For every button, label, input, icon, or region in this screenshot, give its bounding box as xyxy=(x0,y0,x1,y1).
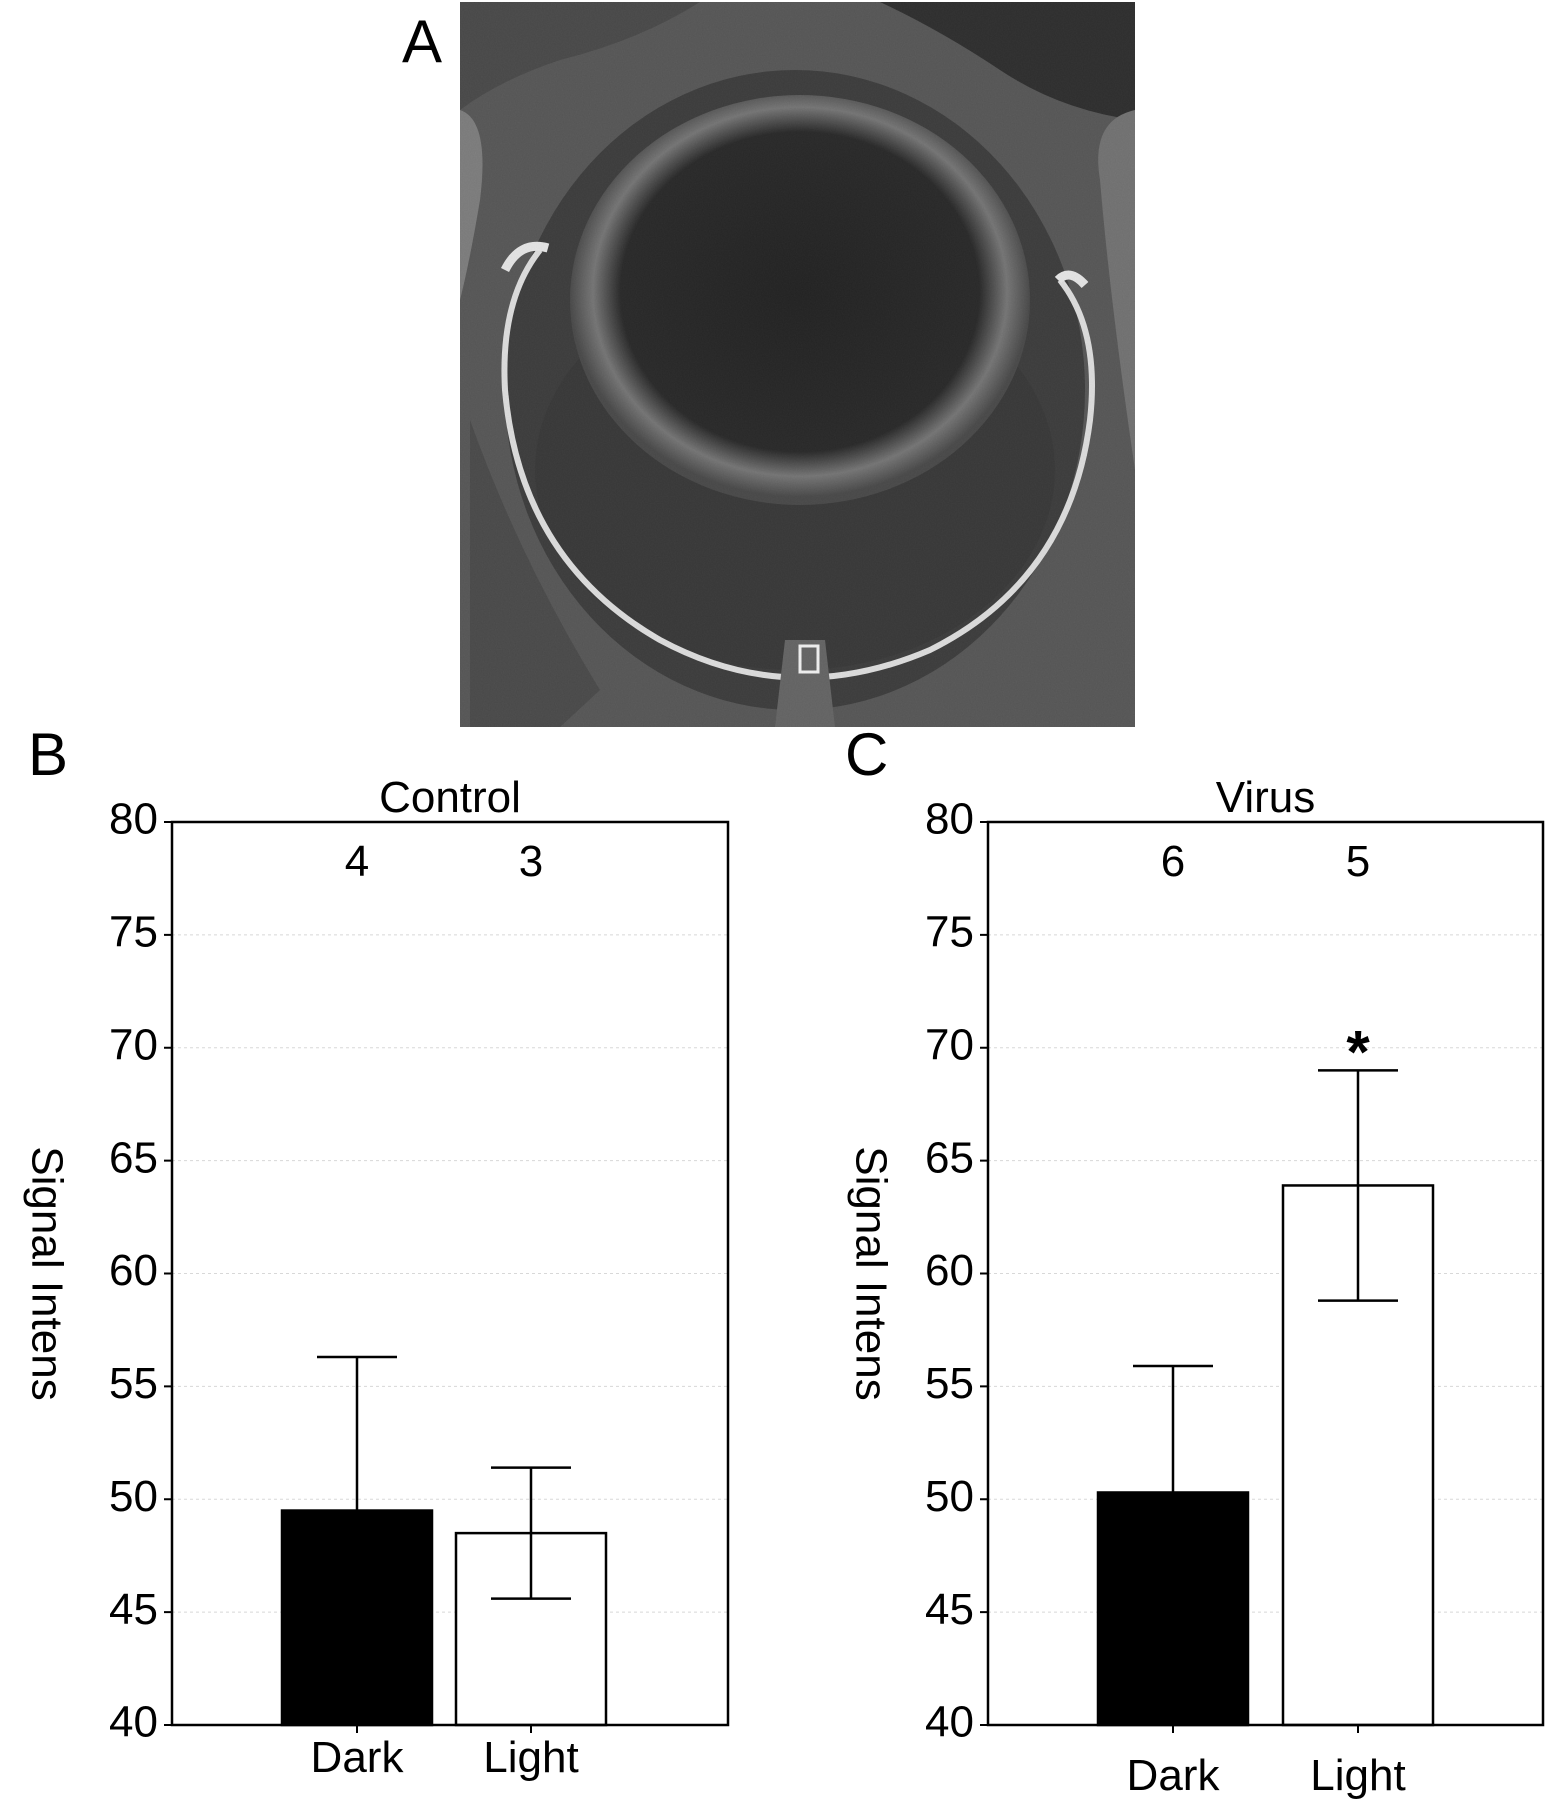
panel-label-c: C xyxy=(845,721,888,788)
chart-virus-grid xyxy=(988,934,1543,1613)
n-label: 4 xyxy=(345,837,369,886)
y-tick-label: 45 xyxy=(925,1585,974,1634)
chart-virus-y-label: Signal Intens xyxy=(846,1146,895,1400)
mri-image xyxy=(460,2,1135,727)
chart-virus-title: Virus xyxy=(1216,773,1315,822)
chart-virus-y-ticks: 40 45 50 55 60 65 70 75 80 xyxy=(925,795,988,1747)
x-tick-label: Dark xyxy=(1127,1751,1221,1800)
y-tick-label: 80 xyxy=(925,795,974,844)
n-label: 5 xyxy=(1346,837,1370,886)
y-tick-label: 40 xyxy=(109,1698,158,1747)
y-tick-label: 50 xyxy=(925,1472,974,1521)
chart-control-y-ticks: 40 45 50 55 60 65 70 75 80 xyxy=(109,795,172,1747)
y-tick-label: 60 xyxy=(109,1246,158,1295)
y-tick-label: 70 xyxy=(925,1020,974,1069)
panel-label-b: B xyxy=(28,721,68,788)
y-tick-label: 45 xyxy=(109,1585,158,1634)
chart-virus-x-labels: Dark Light xyxy=(1127,1725,1406,1800)
y-tick-label: 55 xyxy=(109,1359,158,1408)
x-tick-label: Light xyxy=(483,1733,578,1782)
y-tick-label: 65 xyxy=(109,1133,158,1182)
significance-marker: * xyxy=(1346,1018,1370,1085)
y-tick-label: 65 xyxy=(925,1133,974,1182)
chart-control-x-labels: Dark Light xyxy=(311,1725,579,1782)
chart-control-bars xyxy=(280,1509,608,1727)
n-label: 3 xyxy=(519,837,543,886)
y-tick-label: 75 xyxy=(925,908,974,957)
chart-control-grid xyxy=(172,934,728,1613)
panel-label-a: A xyxy=(402,8,442,75)
chart-virus-error-bars xyxy=(1133,1069,1398,1621)
chart-control-title: Control xyxy=(379,773,521,822)
y-tick-label: 75 xyxy=(109,908,158,957)
chart-control-error-bars xyxy=(317,1355,571,1666)
chart-virus-bars xyxy=(1096,1184,1435,1727)
y-tick-label: 80 xyxy=(109,795,158,844)
n-label: 6 xyxy=(1161,837,1185,886)
x-tick-label: Dark xyxy=(311,1733,405,1782)
y-tick-label: 70 xyxy=(109,1020,158,1069)
y-tick-label: 60 xyxy=(925,1246,974,1295)
x-tick-label: Light xyxy=(1310,1751,1405,1800)
chart-virus-annotations: * xyxy=(1346,1018,1370,1085)
chart-control-y-label: Signal Intens xyxy=(22,1146,71,1400)
y-tick-label: 40 xyxy=(925,1698,974,1747)
y-tick-label: 55 xyxy=(925,1359,974,1408)
y-tick-label: 50 xyxy=(109,1472,158,1521)
